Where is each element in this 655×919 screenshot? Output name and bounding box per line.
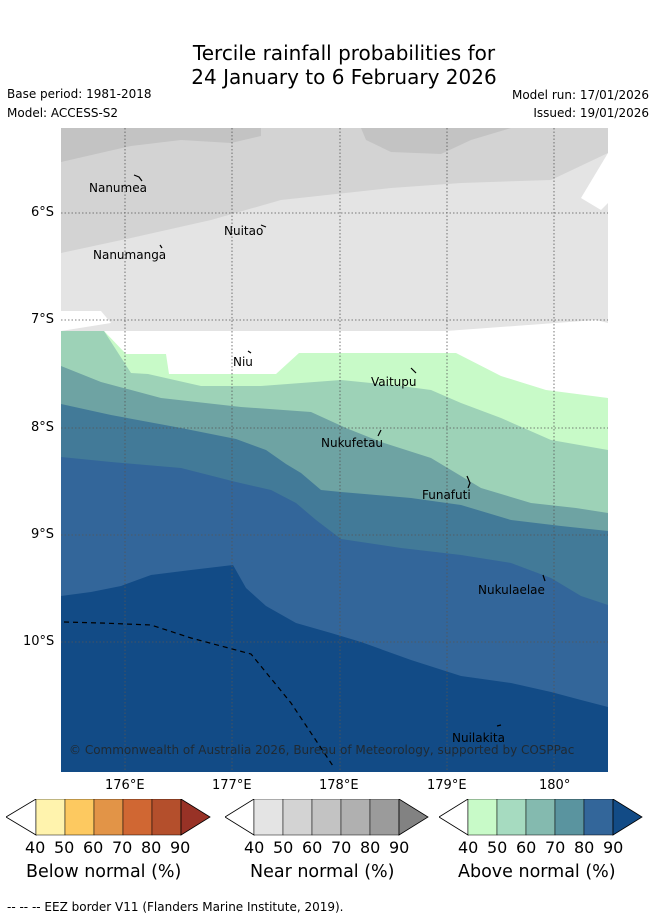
cb-below-tick-40: 40 — [25, 838, 46, 857]
colorbar-above-max-arrow — [612, 799, 643, 836]
lat-label-10s: 10°S — [23, 634, 55, 649]
cb-below-label: Below normal (%) — [26, 862, 182, 882]
colorbar-below-segment — [35, 799, 66, 836]
lon-label-178e: 178°E — [319, 778, 359, 793]
island-label-funafuti: Funafuti — [422, 488, 471, 502]
colorbar-near-segment — [369, 799, 400, 836]
colorbar-near-segment — [282, 799, 313, 836]
cb-near-tick-50: 50 — [273, 838, 294, 857]
lat-label-9s: 9°S — [31, 527, 55, 542]
cb-above-tick-70: 70 — [545, 838, 566, 857]
cb-below-tick-90: 90 — [170, 838, 191, 857]
lon-label-177e: 177°E — [212, 778, 252, 793]
cb-below-tick-70: 70 — [112, 838, 133, 857]
colorbar-below-segment — [151, 799, 182, 836]
lat-label-6s: 6°S — [31, 205, 55, 220]
lon-label-176e: 176°E — [105, 778, 145, 793]
lat-label-8s: 8°S — [31, 420, 55, 435]
near-normal-60-70-east — [361, 128, 511, 154]
cb-near-tick-40: 40 — [244, 838, 265, 857]
island-label-nanumanga: Nanumanga — [93, 248, 167, 262]
colorbar-near-segment — [340, 799, 371, 836]
lon-label-179e: 179°E — [427, 778, 467, 793]
cb-near-tick-90: 90 — [389, 838, 410, 857]
cb-above-tick-60: 60 — [516, 838, 537, 857]
cb-above-tick-90: 90 — [603, 838, 624, 857]
map-copyright: © Commonwealth of Australia 2026, Bureau… — [69, 743, 575, 757]
cb-below-tick-60: 60 — [83, 838, 104, 857]
cb-near-label: Near normal (%) — [250, 862, 395, 882]
colorbar-above-min-arrow — [439, 799, 469, 836]
rainfall-map — [61, 128, 608, 772]
colorbar-below-segment — [64, 799, 95, 836]
above-normal-90 — [61, 565, 608, 772]
cb-near-tick-70: 70 — [331, 838, 352, 857]
lon-label-180: 180° — [539, 778, 571, 793]
island-label-niu: Niu — [233, 355, 253, 369]
island-label-vaitupu: Vaitupu — [371, 375, 417, 389]
island-label-nanumea: Nanumea — [89, 181, 147, 195]
near-normal-50-60 — [61, 128, 608, 253]
colorbar-near-max-arrow — [398, 799, 429, 836]
chart-title-line2: 24 January to 6 February 2026 — [191, 65, 497, 89]
island-label-nukufetau: Nukufetau — [321, 436, 384, 450]
cb-below-tick-50: 50 — [54, 838, 75, 857]
chart-title-line1: Tercile rainfall probabilities for — [192, 41, 496, 65]
colorbar-above-normal — [439, 799, 643, 836]
colorbar-near-segment — [253, 799, 284, 836]
colorbar-above-segment — [554, 799, 585, 836]
colorbar-below-segment — [122, 799, 153, 836]
island-label-nuilakita: Nuilakita — [452, 731, 505, 745]
cb-above-tick-50: 50 — [487, 838, 508, 857]
map-gridlines — [61, 128, 608, 772]
cb-above-tick-80: 80 — [574, 838, 595, 857]
cb-above-tick-40: 40 — [458, 838, 479, 857]
colorbar-above-segment — [496, 799, 527, 836]
lat-label-7s: 7°S — [31, 312, 55, 327]
island-label-nukulaelae: Nukulaelae — [478, 583, 545, 597]
colorbar-near-normal — [225, 799, 429, 836]
cb-above-label: Above normal (%) — [458, 862, 616, 882]
cb-near-tick-60: 60 — [302, 838, 323, 857]
cb-below-tick-80: 80 — [141, 838, 162, 857]
colorbar-above-segment — [583, 799, 614, 836]
colorbar-near-segment — [311, 799, 342, 836]
colorbar-above-segment — [525, 799, 556, 836]
eez-legend-note: -- -- -- EEZ border V11 (Flanders Marine… — [7, 900, 344, 914]
colorbar-above-segment — [467, 799, 498, 836]
eez-border-line — [63, 621, 334, 767]
issued-date: Issued: 19/01/2026 — [533, 106, 649, 120]
near-normal-60-70-west — [61, 128, 261, 162]
model-run: Model run: 17/01/2026 — [511, 88, 649, 102]
colorbar-below-segment — [93, 799, 124, 836]
model-name: Model: ACCESS-S2 — [7, 106, 119, 120]
base-period: Base period: 1981-2018 — [7, 87, 152, 101]
cb-near-tick-80: 80 — [360, 838, 381, 857]
colorbar-below-max-arrow — [180, 799, 211, 836]
island-marks — [133, 174, 546, 727]
colorbar-below-normal — [6, 799, 211, 836]
white-gap-left — [61, 311, 111, 331]
island-label-nuitao: Nuitao — [224, 224, 264, 238]
colorbar-near-min-arrow — [225, 799, 255, 836]
colorbar-below-min-arrow — [6, 799, 37, 836]
